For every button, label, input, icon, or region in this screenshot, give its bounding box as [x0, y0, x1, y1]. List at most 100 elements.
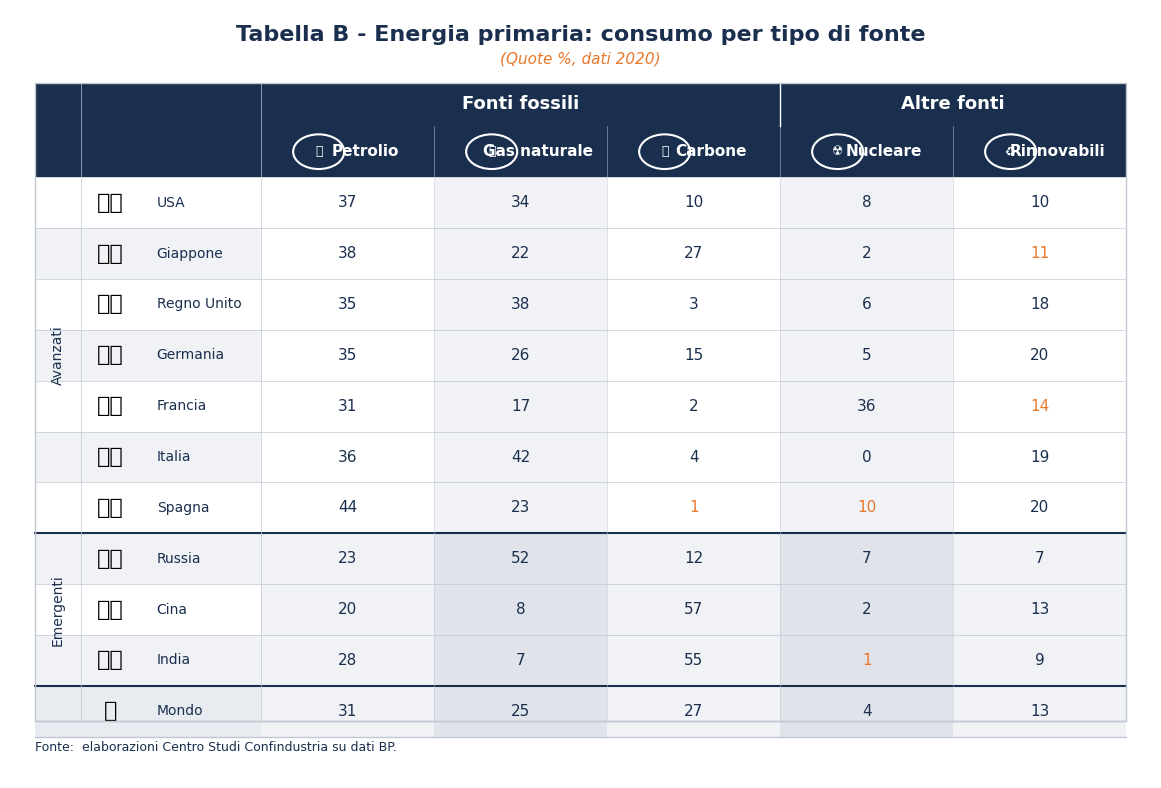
Text: 🛢: 🛢 — [315, 145, 323, 158]
Bar — [261, 279, 434, 330]
Bar — [35, 432, 261, 482]
Bar — [434, 482, 607, 533]
Text: 27: 27 — [684, 704, 704, 719]
Bar — [35, 584, 261, 635]
Bar — [261, 381, 434, 432]
Bar — [261, 635, 434, 686]
Text: Italia: Italia — [157, 450, 192, 464]
Bar — [35, 279, 261, 330]
Bar — [780, 635, 953, 686]
Text: (Quote %, dati 2020): (Quote %, dati 2020) — [500, 51, 661, 67]
Bar — [780, 482, 953, 533]
Bar — [607, 279, 780, 330]
Text: Carbone: Carbone — [676, 144, 747, 159]
Bar — [607, 482, 780, 533]
Text: 🇪🇸: 🇪🇸 — [96, 498, 124, 518]
Text: 2: 2 — [861, 602, 872, 617]
Bar — [780, 533, 953, 584]
Text: ♻: ♻ — [1005, 145, 1016, 158]
Bar — [35, 686, 261, 737]
Text: 11: 11 — [1030, 246, 1050, 261]
Text: 25: 25 — [511, 704, 531, 719]
Text: 18: 18 — [1030, 297, 1050, 312]
Text: Francia: Francia — [157, 400, 207, 413]
Text: 4: 4 — [688, 449, 699, 465]
Bar — [953, 177, 1126, 229]
Text: 🇬🇧: 🇬🇧 — [96, 295, 124, 314]
Bar — [434, 635, 607, 686]
Text: Giappone: Giappone — [157, 247, 223, 261]
Text: 38: 38 — [511, 297, 531, 312]
Bar — [953, 330, 1126, 381]
Bar — [35, 83, 1126, 721]
Bar — [434, 686, 607, 737]
Text: 4: 4 — [861, 704, 872, 719]
Bar — [953, 635, 1126, 686]
Text: ☢: ☢ — [832, 145, 843, 158]
Bar — [953, 584, 1126, 635]
Text: 8: 8 — [861, 195, 872, 210]
Text: 🇨🇳: 🇨🇳 — [96, 600, 124, 619]
Bar — [780, 635, 953, 686]
Text: 🇮🇹: 🇮🇹 — [96, 447, 124, 467]
Bar — [434, 330, 607, 381]
Text: 26: 26 — [511, 348, 531, 362]
Text: 8: 8 — [515, 602, 526, 617]
Text: 36: 36 — [857, 399, 877, 414]
Bar — [607, 177, 780, 229]
Text: 🇫🇷: 🇫🇷 — [96, 396, 124, 416]
Bar — [607, 330, 780, 381]
Text: Avanzati: Avanzati — [51, 325, 65, 385]
Text: 35: 35 — [338, 297, 358, 312]
Text: Germania: Germania — [157, 348, 225, 362]
Text: Regno Unito: Regno Unito — [157, 297, 241, 311]
Bar — [953, 533, 1126, 584]
Bar — [780, 229, 953, 279]
Bar — [434, 432, 607, 482]
Bar — [35, 126, 1126, 177]
Text: 1: 1 — [861, 653, 872, 668]
Text: 15: 15 — [684, 348, 704, 362]
Text: 23: 23 — [338, 552, 358, 567]
Bar — [780, 279, 953, 330]
Bar — [607, 381, 780, 432]
Text: 6: 6 — [861, 297, 872, 312]
Text: Nucleare: Nucleare — [846, 144, 922, 159]
Bar — [953, 229, 1126, 279]
Text: 17: 17 — [511, 399, 531, 414]
Bar — [607, 533, 780, 584]
Bar — [953, 686, 1126, 737]
Bar — [780, 686, 953, 737]
Text: 34: 34 — [511, 195, 531, 210]
Bar — [780, 381, 953, 432]
Bar — [953, 482, 1126, 533]
Text: 52: 52 — [511, 552, 531, 567]
Text: Tabella B - Energia primaria: consumo per tipo di fonte: Tabella B - Energia primaria: consumo pe… — [236, 25, 925, 46]
Bar — [434, 177, 607, 229]
Bar — [261, 432, 434, 482]
Text: 🌐: 🌐 — [103, 701, 117, 721]
Bar — [953, 635, 1126, 686]
Text: 10: 10 — [1030, 195, 1050, 210]
Bar — [434, 635, 607, 686]
Text: Cina: Cina — [157, 603, 188, 617]
Bar — [261, 686, 434, 737]
Bar — [953, 381, 1126, 432]
Bar — [261, 330, 434, 381]
Bar — [35, 381, 261, 432]
Bar — [607, 584, 780, 635]
Text: 10: 10 — [684, 195, 704, 210]
Bar — [261, 229, 434, 279]
Bar — [261, 686, 434, 737]
Text: Spagna: Spagna — [157, 501, 209, 515]
Text: 35: 35 — [338, 348, 358, 362]
Text: 7: 7 — [861, 552, 872, 567]
Bar — [607, 229, 780, 279]
Bar — [261, 177, 434, 229]
Bar — [261, 635, 434, 686]
Bar — [35, 177, 261, 229]
Text: 🇷🇺: 🇷🇺 — [96, 548, 124, 569]
Bar — [35, 482, 261, 533]
Text: 🇯🇵: 🇯🇵 — [96, 243, 124, 264]
Text: 20: 20 — [338, 602, 358, 617]
